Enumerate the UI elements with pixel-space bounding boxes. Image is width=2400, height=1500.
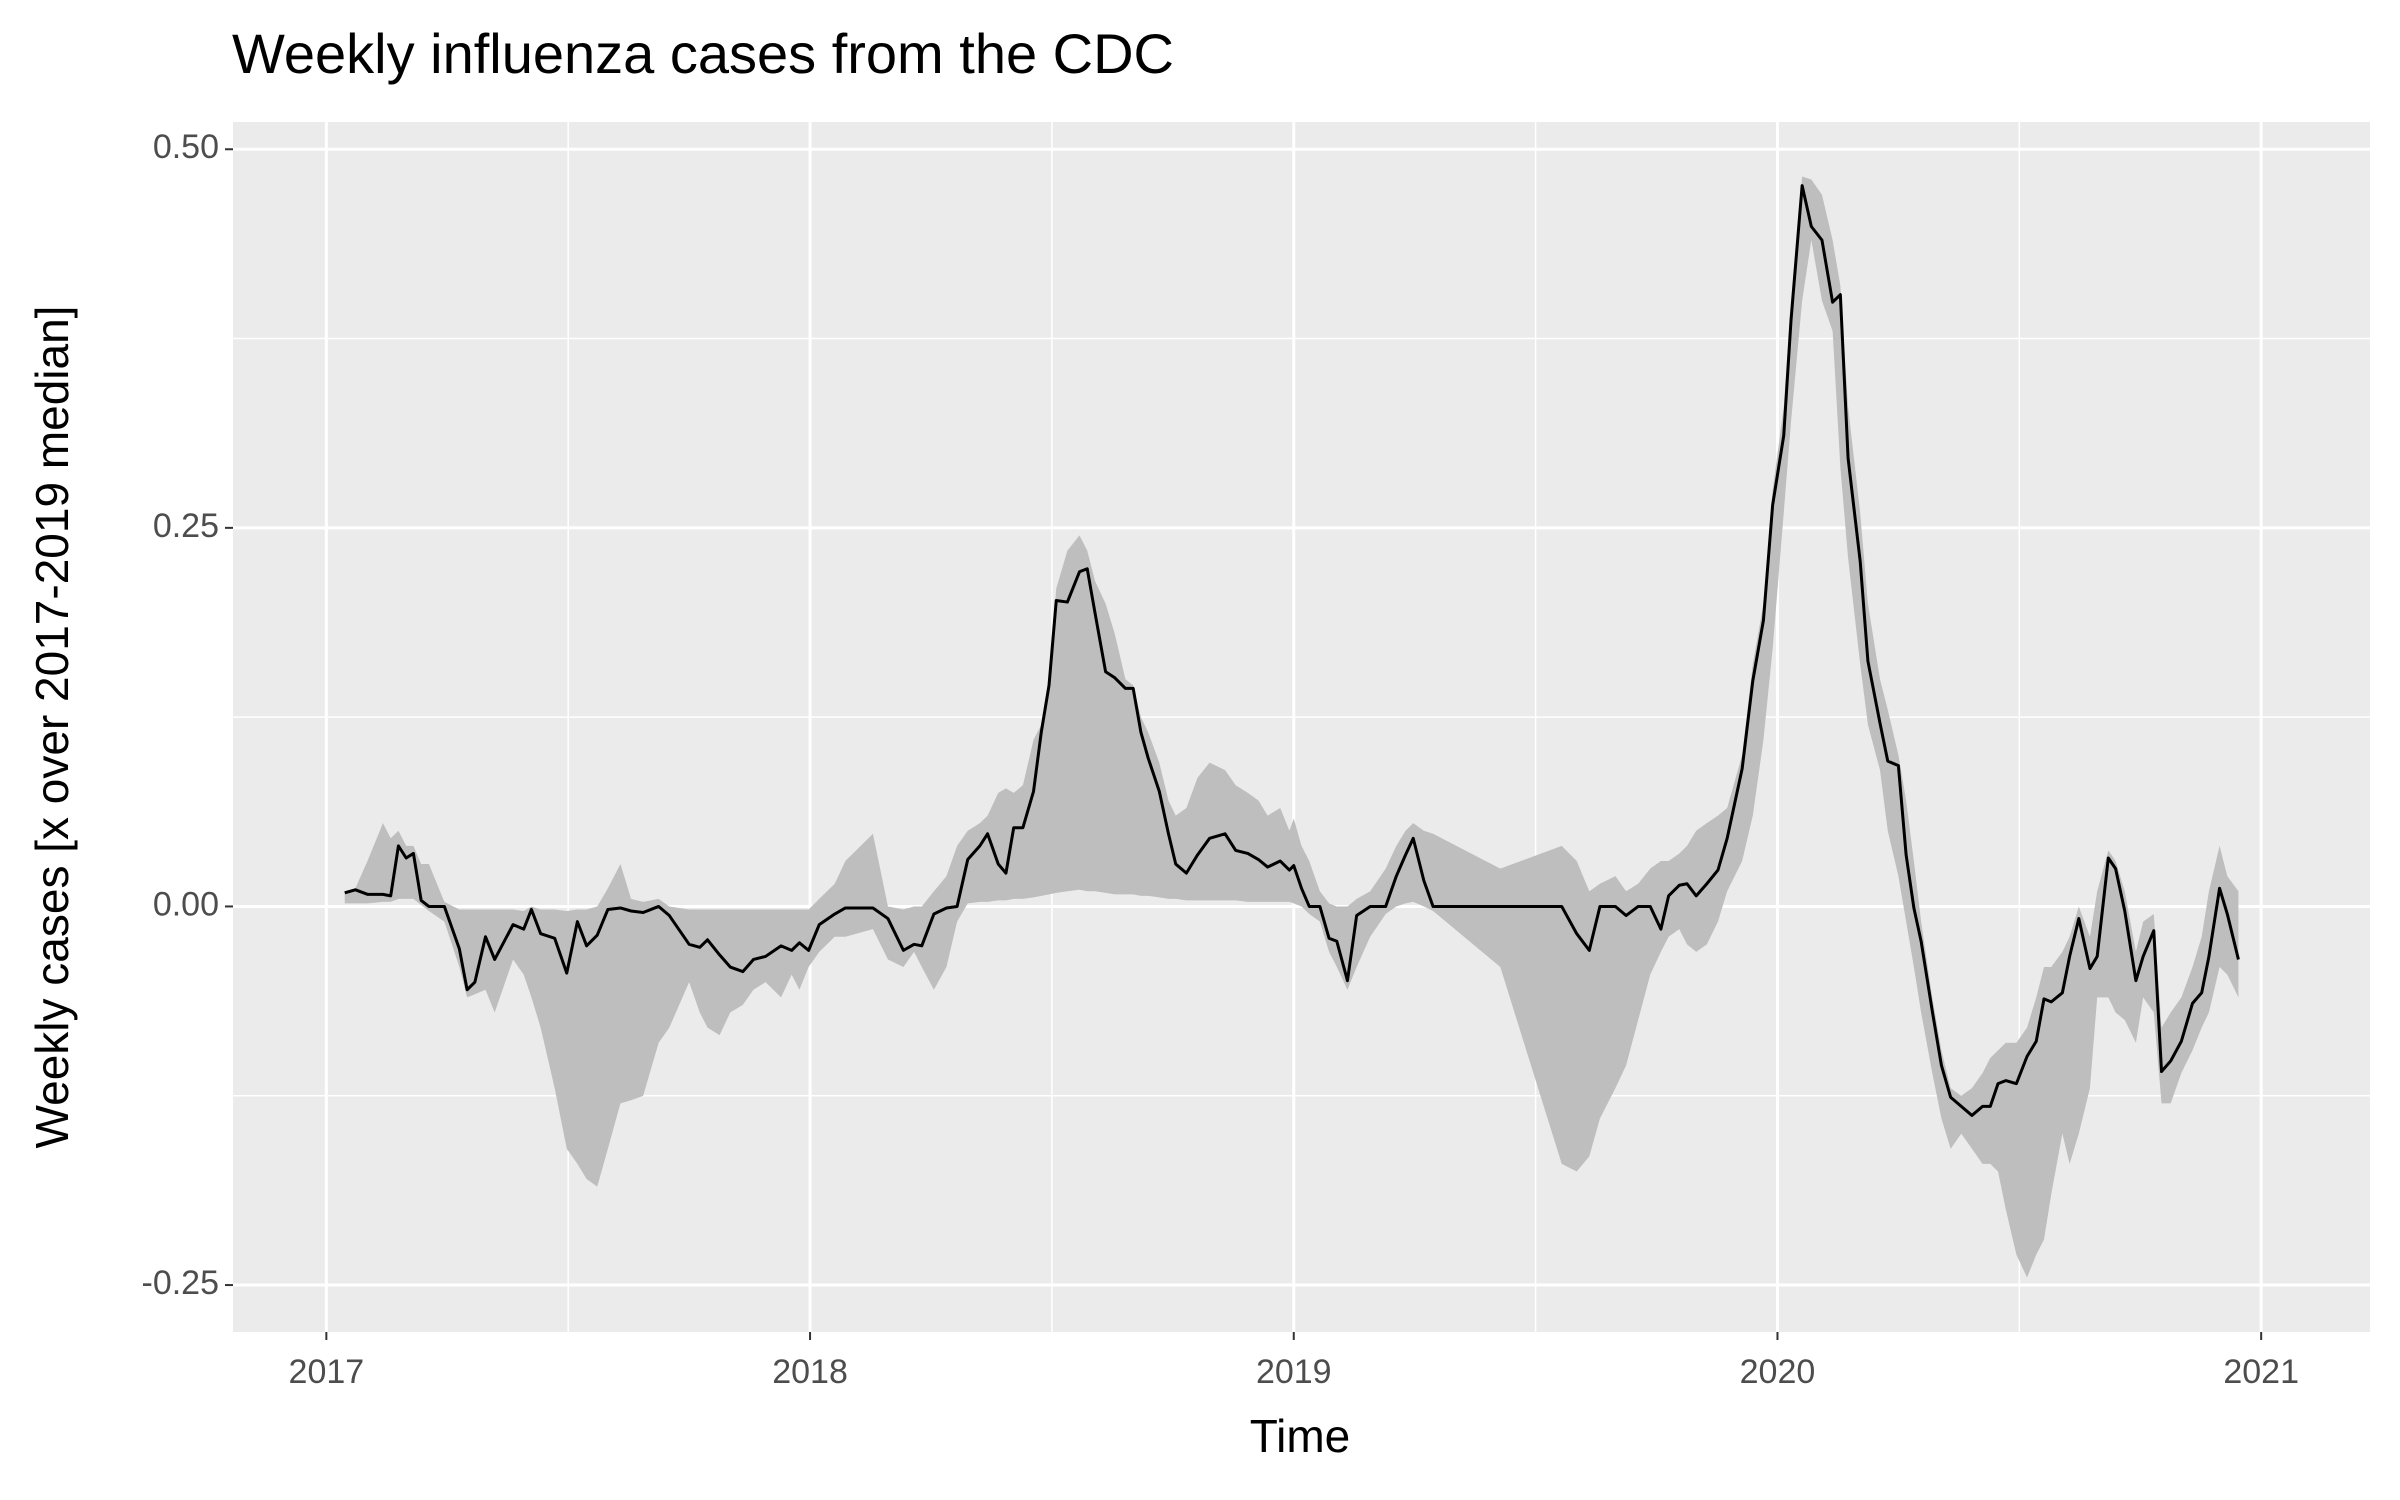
data-line (344, 184, 2240, 1117)
x-tick-label: 2019 (1256, 1353, 1332, 1391)
y-axis-title: Weekly cases [x over 2017-2019 median] (26, 306, 78, 1149)
y-tick-label: 0.50 (153, 128, 219, 166)
y-tick-label: 0.25 (153, 507, 219, 545)
x-tick-label: 2017 (289, 1353, 365, 1391)
y-tick-label: -0.25 (142, 1264, 220, 1302)
x-tick-label: 2020 (1740, 1353, 1816, 1391)
ribbon (344, 176, 2239, 1278)
x-axis-title: Time (1250, 1410, 1351, 1462)
chart-title: Weekly influenza cases from the CDC (232, 22, 1174, 85)
y-tick-label: 0.00 (153, 885, 219, 923)
x-tick-label: 2021 (2223, 1353, 2299, 1391)
x-tick-label: 2018 (772, 1353, 848, 1391)
